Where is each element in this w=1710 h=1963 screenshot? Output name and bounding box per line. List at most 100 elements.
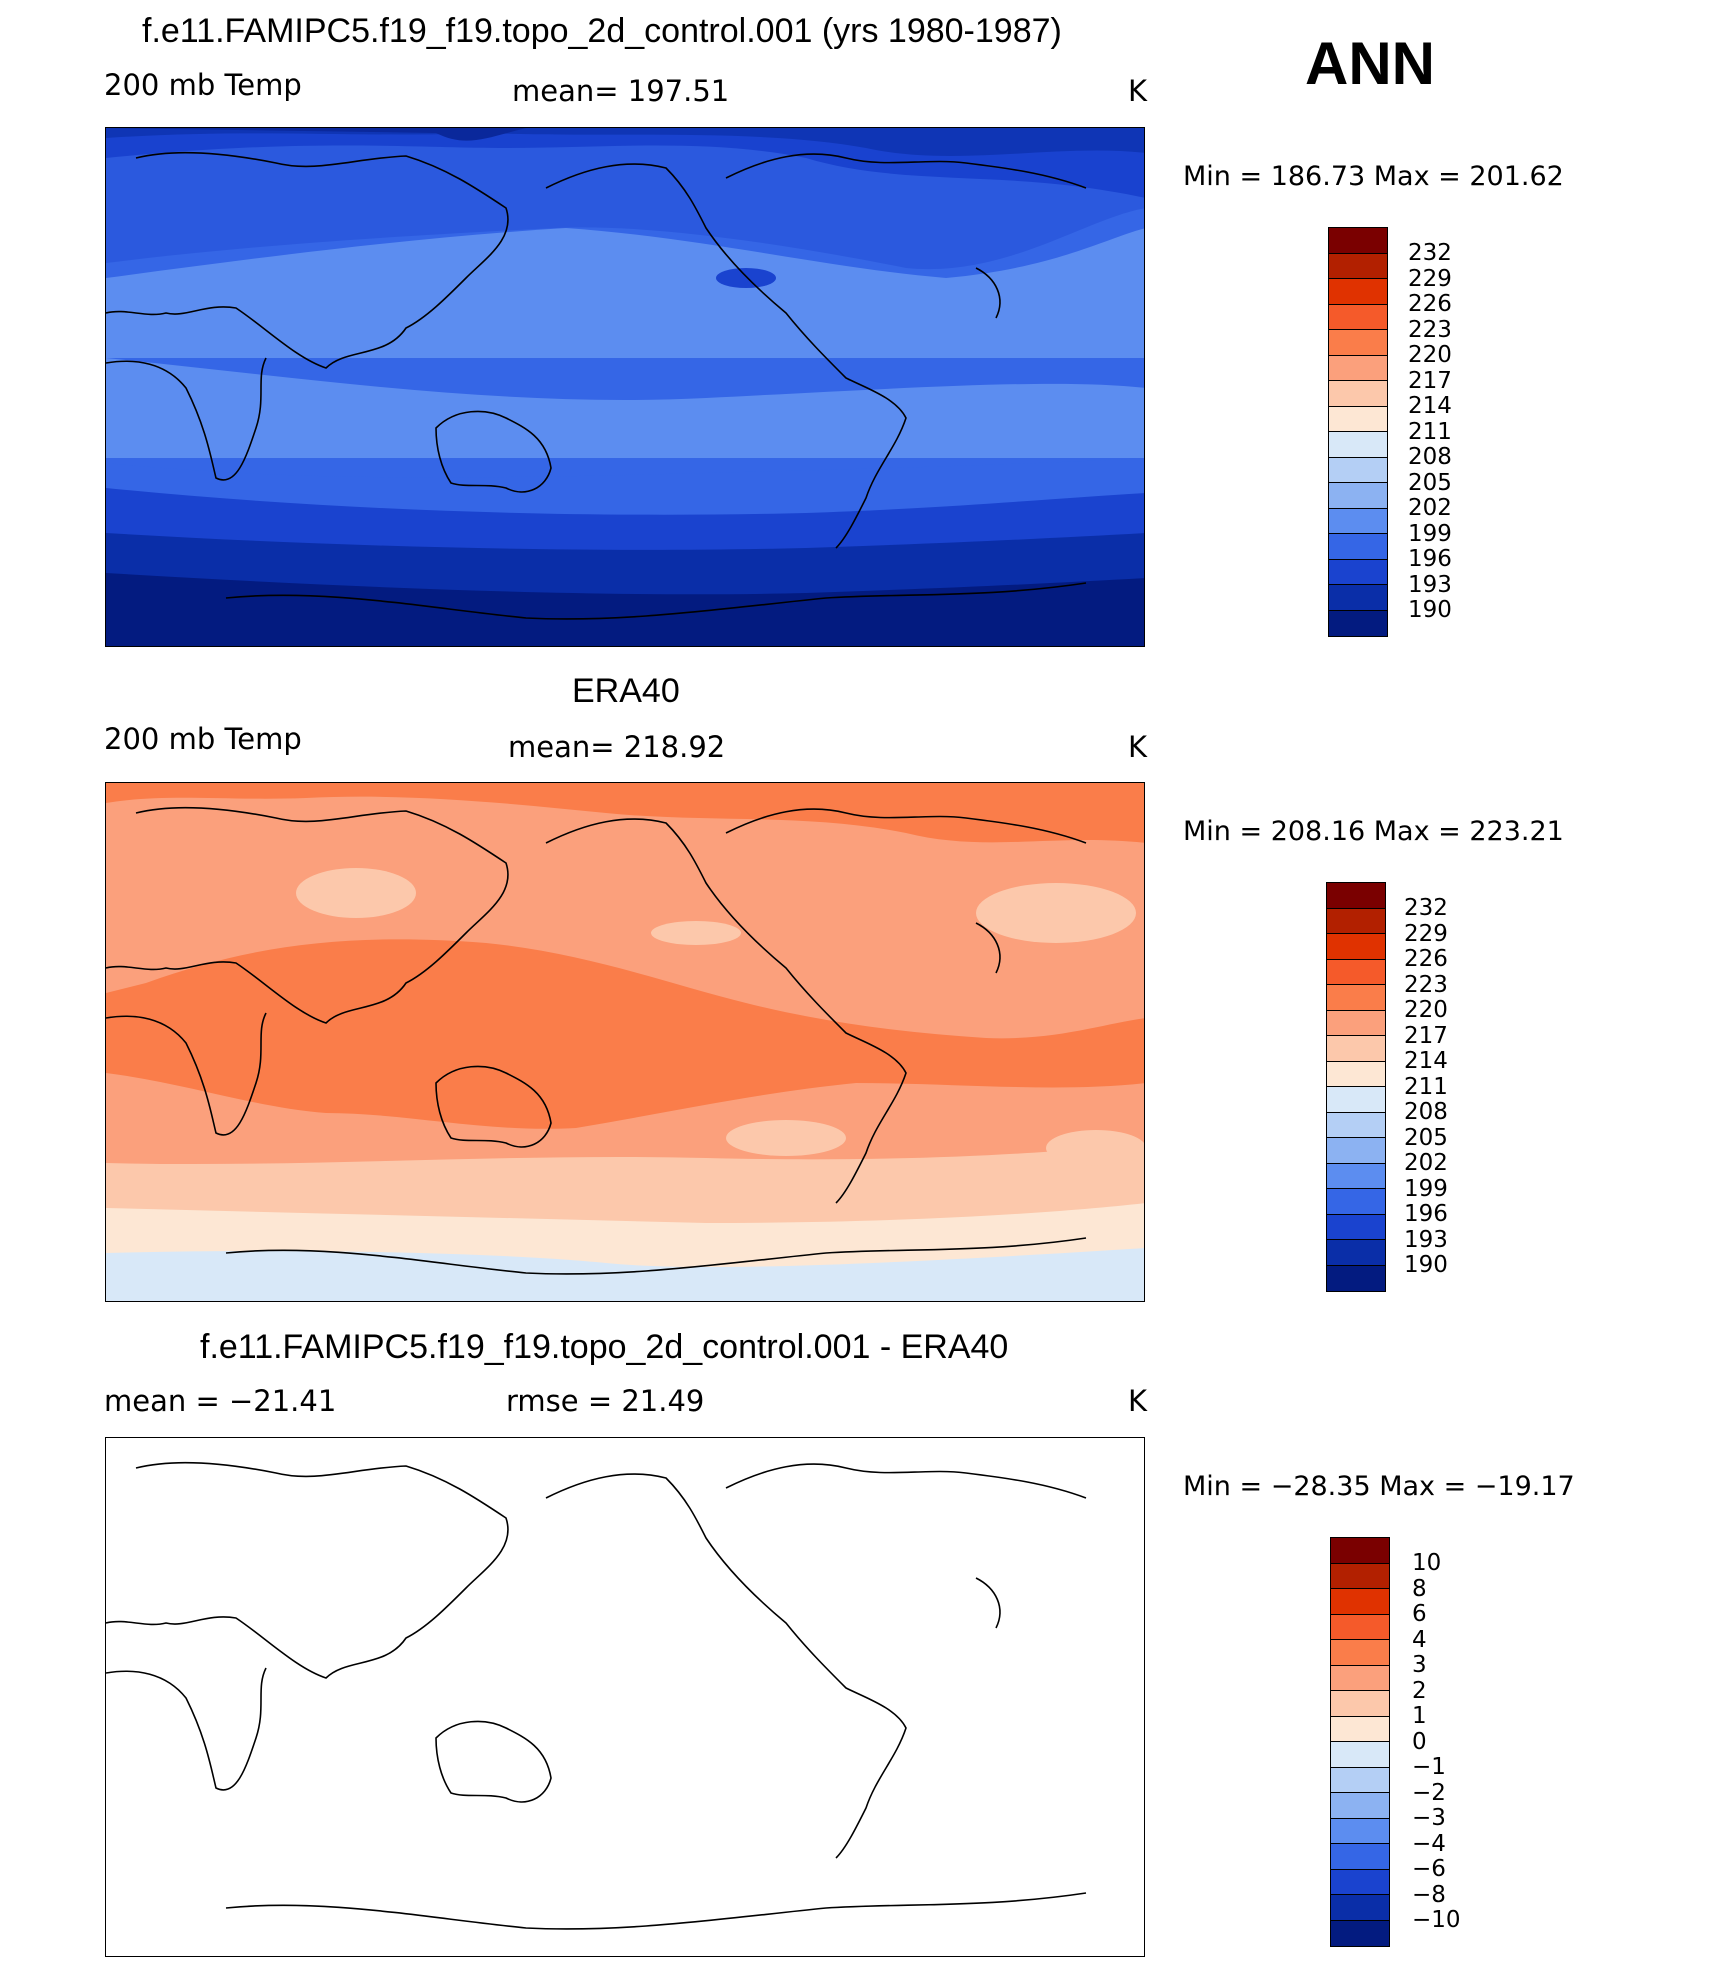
colorbar-tick-label: 214 (1408, 393, 1452, 419)
panel1-title: f.e11.FAMIPC5.f19_f19.topo_2d_control.00… (142, 12, 1062, 50)
colorbar-segment (1329, 483, 1387, 509)
colorbar-tick-label: 226 (1404, 946, 1448, 972)
colorbar-segment (1329, 406, 1387, 432)
colorbar-segment (1327, 1214, 1385, 1240)
colorbar-tick-label: −1 (1412, 1754, 1446, 1780)
colorbar-tick-label: 190 (1408, 597, 1452, 623)
colorbar-segment (1331, 1589, 1389, 1615)
panel2-title: ERA40 (572, 672, 680, 710)
colorbar-tick-label: 220 (1404, 997, 1448, 1023)
colorbar-segment (1329, 304, 1387, 330)
panel2-variable-label: 200 mb Temp (104, 722, 302, 756)
colorbar-tick-label: 0 (1412, 1728, 1427, 1755)
colorbar-tick-label: 220 (1408, 342, 1452, 368)
colorbar-tick-label: 205 (1408, 469, 1452, 496)
colorbar-segment (1329, 559, 1387, 585)
colorbar-tick-label: 196 (1408, 546, 1452, 572)
colorbar-segment (1329, 534, 1387, 560)
colorbar-tick-label: −4 (1412, 1830, 1446, 1857)
colorbar-segment (1329, 253, 1387, 279)
colorbar-tick-label: 217 (1404, 1022, 1448, 1049)
colorbar-segment (1327, 883, 1385, 909)
colorbar-tick-label: −2 (1412, 1779, 1446, 1806)
colorbar-segment (1327, 1189, 1385, 1215)
colorbar-tick-label: 10 (1412, 1550, 1442, 1576)
panel3-colorbar (1330, 1537, 1390, 1947)
colorbar-tick-label: 205 (1404, 1124, 1448, 1151)
panel3-minmax-label: Min = −28.35 Max = −19.17 (1183, 1471, 1575, 1502)
colorbar-tick-label: 196 (1404, 1201, 1448, 1227)
colorbar-segment (1331, 1767, 1389, 1793)
colorbar-segment (1327, 1010, 1385, 1036)
colorbar-segment (1329, 330, 1387, 356)
colorbar-segment (1329, 279, 1387, 305)
panel1-variable-label: 200 mb Temp (104, 68, 302, 102)
panel3-mean-label: mean = −21.41 (104, 1384, 337, 1418)
panel2-mean-label: mean= 218.92 (508, 730, 726, 764)
colorbar-segment (1327, 1138, 1385, 1164)
colorbar-tick-label: 229 (1404, 920, 1448, 947)
colorbar-tick-label: 8 (1412, 1575, 1427, 1602)
panel3-map (105, 1437, 1145, 1957)
colorbar-tick-label: 208 (1408, 444, 1452, 470)
colorbar-tick-label: 211 (1408, 418, 1452, 445)
colorbar-segment (1329, 432, 1387, 458)
colorbar-segment (1327, 1163, 1385, 1189)
colorbar-tick-label: 214 (1404, 1048, 1448, 1074)
panel3-rmse-label: rmse = 21.49 (506, 1384, 705, 1418)
colorbar-segment (1329, 610, 1387, 636)
colorbar-tick-label: 211 (1404, 1073, 1448, 1100)
colorbar-tick-label: 6 (1412, 1601, 1427, 1627)
colorbar-segment (1327, 1265, 1385, 1291)
colorbar-segment (1327, 908, 1385, 934)
colorbar-tick-label: 193 (1404, 1226, 1448, 1253)
panel3-units-label: K (1128, 1384, 1148, 1418)
colorbar-tick-label: 3 (1412, 1652, 1427, 1678)
season-label: ANN (1305, 30, 1435, 97)
colorbar-segment (1329, 381, 1387, 407)
colorbar-tick-label: 1 (1412, 1703, 1427, 1729)
colorbar-tick-label: 223 (1404, 971, 1448, 998)
panel1-colorbar (1328, 227, 1388, 637)
colorbar-segment (1327, 1112, 1385, 1138)
colorbar-segment (1327, 1240, 1385, 1266)
colorbar-segment (1331, 1895, 1389, 1921)
colorbar-tick-label: 190 (1404, 1252, 1448, 1278)
colorbar-segment (1327, 1036, 1385, 1062)
colorbar-segment (1331, 1563, 1389, 1589)
colorbar-tick-label: 226 (1408, 291, 1452, 317)
colorbar-tick-label: 217 (1408, 367, 1452, 394)
panel1-mean-label: mean= 197.51 (512, 74, 730, 108)
panel2-colorbar (1326, 882, 1386, 1292)
colorbar-tick-label: 202 (1408, 495, 1452, 521)
colorbar-segment (1331, 1742, 1389, 1768)
colorbar-segment (1331, 1920, 1389, 1946)
panel3-title: f.e11.FAMIPC5.f19_f19.topo_2d_control.00… (200, 1328, 1009, 1366)
colorbar-tick-label: −10 (1412, 1907, 1461, 1933)
colorbar-segment (1329, 585, 1387, 611)
colorbar-tick-label: 4 (1412, 1626, 1427, 1653)
colorbar-segment (1329, 355, 1387, 381)
colorbar-segment (1327, 985, 1385, 1011)
colorbar-tick-label: 193 (1408, 571, 1452, 598)
colorbar-tick-label: 199 (1404, 1175, 1448, 1202)
colorbar-tick-label: 202 (1404, 1150, 1448, 1176)
colorbar-segment (1331, 1640, 1389, 1666)
colorbar-segment (1327, 1061, 1385, 1087)
colorbar-segment (1331, 1538, 1389, 1564)
colorbar-tick-label: −3 (1412, 1805, 1446, 1831)
colorbar-segment (1331, 1665, 1389, 1691)
colorbar-segment (1327, 934, 1385, 960)
panel1-map-field (106, 128, 1144, 646)
colorbar-segment (1331, 1614, 1389, 1640)
colorbar-segment (1331, 1844, 1389, 1870)
panel1-units-label: K (1128, 74, 1148, 108)
panel1-minmax-label: Min = 186.73 Max = 201.62 (1183, 161, 1564, 192)
colorbar-segment (1331, 1818, 1389, 1844)
panel2-minmax-label: Min = 208.16 Max = 223.21 (1183, 816, 1564, 847)
panel2-map-field (106, 783, 1144, 1301)
colorbar-tick-label: 229 (1408, 265, 1452, 292)
panel1-map (105, 127, 1145, 647)
colorbar-tick-label: 208 (1404, 1099, 1448, 1125)
colorbar-segment (1329, 228, 1387, 254)
